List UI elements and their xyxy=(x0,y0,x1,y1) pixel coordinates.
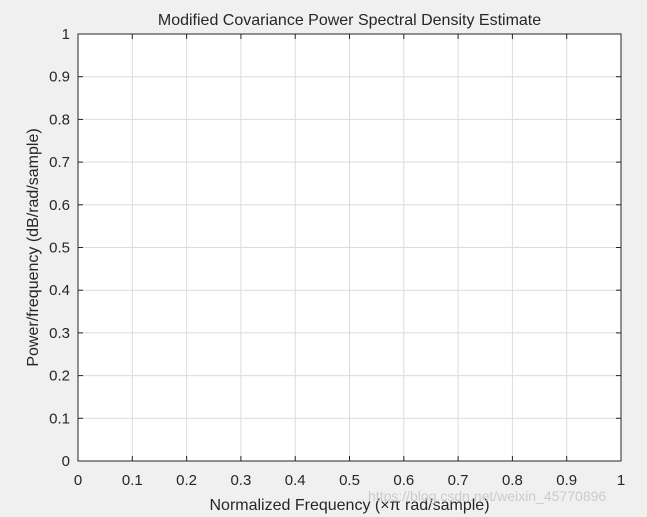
x-tick-label: 1 xyxy=(617,472,625,489)
x-tick-label: 0.2 xyxy=(176,472,197,489)
tick-marks xyxy=(77,33,622,462)
y-tick-label: 1 xyxy=(62,26,70,43)
y-tick-label: 0.3 xyxy=(49,325,70,342)
y-tick-label: 0.4 xyxy=(49,282,70,299)
watermark-text: https://blog.csdn.net/weixin_45770896 xyxy=(368,488,607,504)
x-tick-label: 0.8 xyxy=(502,472,523,489)
y-tick-label: 0.7 xyxy=(49,154,70,171)
y-tick-label: 0.8 xyxy=(49,111,70,128)
x-tick-label: 0.1 xyxy=(122,472,143,489)
y-axis-label: Power/frequency (dB/rad/sample) xyxy=(25,128,42,366)
y-tick-label: 0.9 xyxy=(49,69,70,86)
x-tick-labels: 0 0.1 0.2 0.3 0.4 0.5 0.6 0.7 0.8 0.9 1 xyxy=(74,472,625,489)
x-tick-label: 0.3 xyxy=(230,472,251,489)
y-tick-label: 0 xyxy=(62,453,70,470)
y-tick-label: 0.5 xyxy=(49,240,70,257)
y-tick-label: 0.1 xyxy=(49,410,70,427)
x-axis-label: Normalized Frequency (×π rad/sample) xyxy=(209,497,489,514)
y-tick-label: 0.6 xyxy=(49,197,70,214)
x-tick-label: 0.7 xyxy=(448,472,469,489)
x-tick-label: 0.6 xyxy=(393,472,414,489)
x-tick-label: 0.5 xyxy=(339,472,360,489)
x-tick-label: 0.9 xyxy=(556,472,577,489)
x-tick-label: 0.4 xyxy=(285,472,306,489)
y-tick-labels: 0 0.1 0.2 0.3 0.4 0.5 0.6 0.7 0.8 0.9 1 xyxy=(49,26,70,470)
y-tick-label: 0.2 xyxy=(49,368,70,385)
x-tick-label: 0 xyxy=(74,472,82,489)
chart-title: Modified Covariance Power Spectral Densi… xyxy=(158,12,541,29)
